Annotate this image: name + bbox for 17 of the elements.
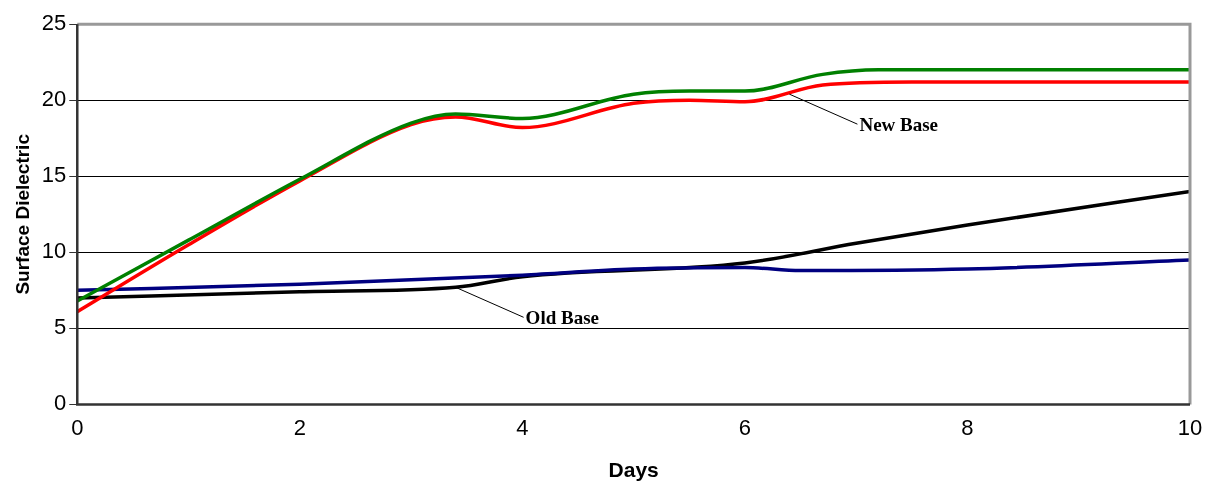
y-tick-label: 15 — [41, 162, 67, 188]
y-tick-label: 10 — [41, 238, 67, 264]
x-axis-title: Days — [608, 458, 659, 482]
y-tick-label: 5 — [54, 314, 67, 340]
y-axis-title: Surface Dielectric — [11, 133, 33, 295]
x-tick-label: 10 — [1177, 414, 1203, 440]
y-tick-label: 25 — [41, 10, 67, 36]
x-tick-label: 0 — [71, 414, 84, 440]
x-tick-label: 8 — [961, 414, 974, 440]
y-tick-label: 20 — [41, 86, 67, 112]
x-tick-label: 4 — [516, 414, 529, 440]
x-tick-label: 6 — [738, 414, 752, 440]
x-tick-label: 2 — [293, 414, 306, 440]
annotation: Old Base — [525, 307, 599, 329]
line-series — [77, 258, 1190, 293]
y-tick-label: 0 — [54, 390, 67, 416]
annotation: New Base — [859, 114, 939, 136]
